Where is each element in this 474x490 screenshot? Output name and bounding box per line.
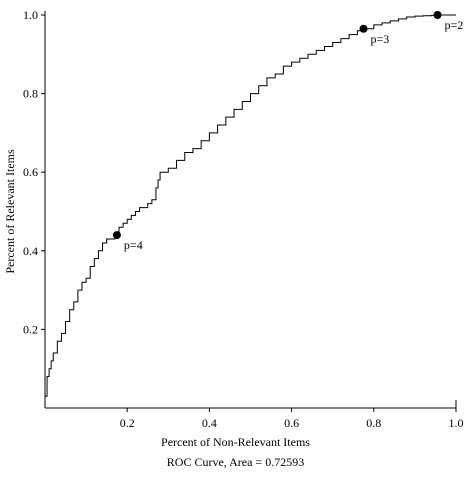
x-tick-label: 0.6: [284, 416, 299, 430]
y-tick-label: 0.4: [23, 244, 38, 258]
annotations: p=4 p=3 p=2: [112, 11, 464, 252]
x-tick-label: 1.0: [449, 416, 464, 430]
x-axis-title: Percent of Non-Relevant Items: [161, 435, 310, 449]
y-tick-label: 1.0: [23, 8, 38, 22]
threshold-label: p=4: [124, 238, 143, 252]
y-tick-label: 0.2: [23, 322, 38, 336]
y-ticks: 0.2 0.4 0.6 0.8 1.0: [23, 8, 45, 336]
series-layer: [45, 14, 456, 397]
threshold-point: [359, 24, 368, 33]
x-tick-label: 0.2: [120, 416, 135, 430]
threshold-label: p=2: [445, 18, 464, 32]
x-tick-label: 0.8: [366, 416, 381, 430]
x-ticks: 0.2 0.4 0.6 0.8 1.0: [120, 408, 464, 430]
threshold-point: [433, 11, 442, 19]
roc-curve-line: [45, 14, 456, 397]
axes: [44, 11, 457, 409]
roc-caption: ROC Curve, Area = 0.72593: [167, 455, 304, 469]
y-axis-title: Percent of Relevant Items: [3, 149, 17, 274]
y-tick-label: 0.6: [23, 165, 38, 179]
threshold-point: [112, 231, 121, 240]
y-tick-label: 0.8: [23, 87, 38, 101]
threshold-label: p=3: [371, 32, 390, 46]
x-tick-label: 0.4: [202, 416, 217, 430]
